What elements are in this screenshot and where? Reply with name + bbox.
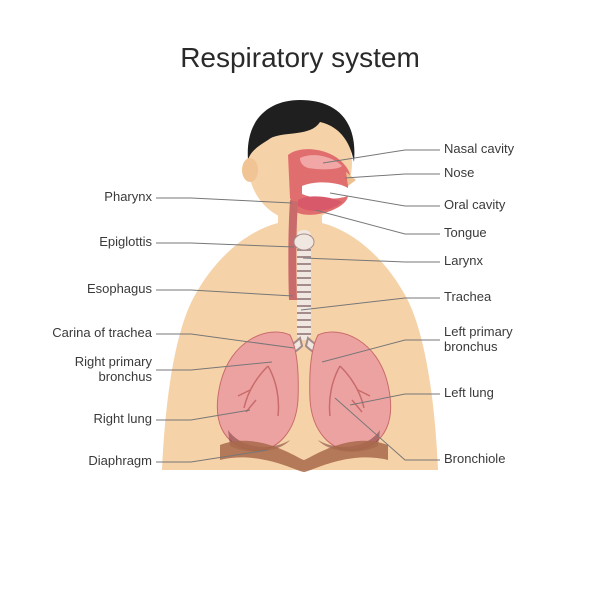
page-title: Respiratory system — [0, 42, 600, 74]
label-right-6: Left primarybronchus — [444, 325, 513, 355]
label-left-3: Carina of trachea — [52, 326, 152, 341]
label-left-6: Diaphragm — [88, 454, 152, 469]
label-right-8: Bronchiole — [444, 452, 505, 467]
label-left-2: Esophagus — [87, 282, 152, 297]
label-right-2: Oral cavity — [444, 198, 505, 213]
label-right-4: Larynx — [444, 254, 483, 269]
label-left-1: Epiglottis — [99, 235, 152, 250]
ear — [242, 158, 258, 182]
label-right-7: Left lung — [444, 386, 494, 401]
label-right-5: Trachea — [444, 290, 491, 305]
label-right-1: Nose — [444, 166, 474, 181]
label-left-4: Right primarybronchus — [75, 355, 152, 385]
label-left-0: Pharynx — [104, 190, 152, 205]
trachea — [294, 230, 314, 340]
label-left-5: Right lung — [93, 412, 152, 427]
label-right-0: Nasal cavity — [444, 142, 514, 157]
anatomy-figure — [150, 100, 450, 520]
label-right-3: Tongue — [444, 226, 487, 241]
